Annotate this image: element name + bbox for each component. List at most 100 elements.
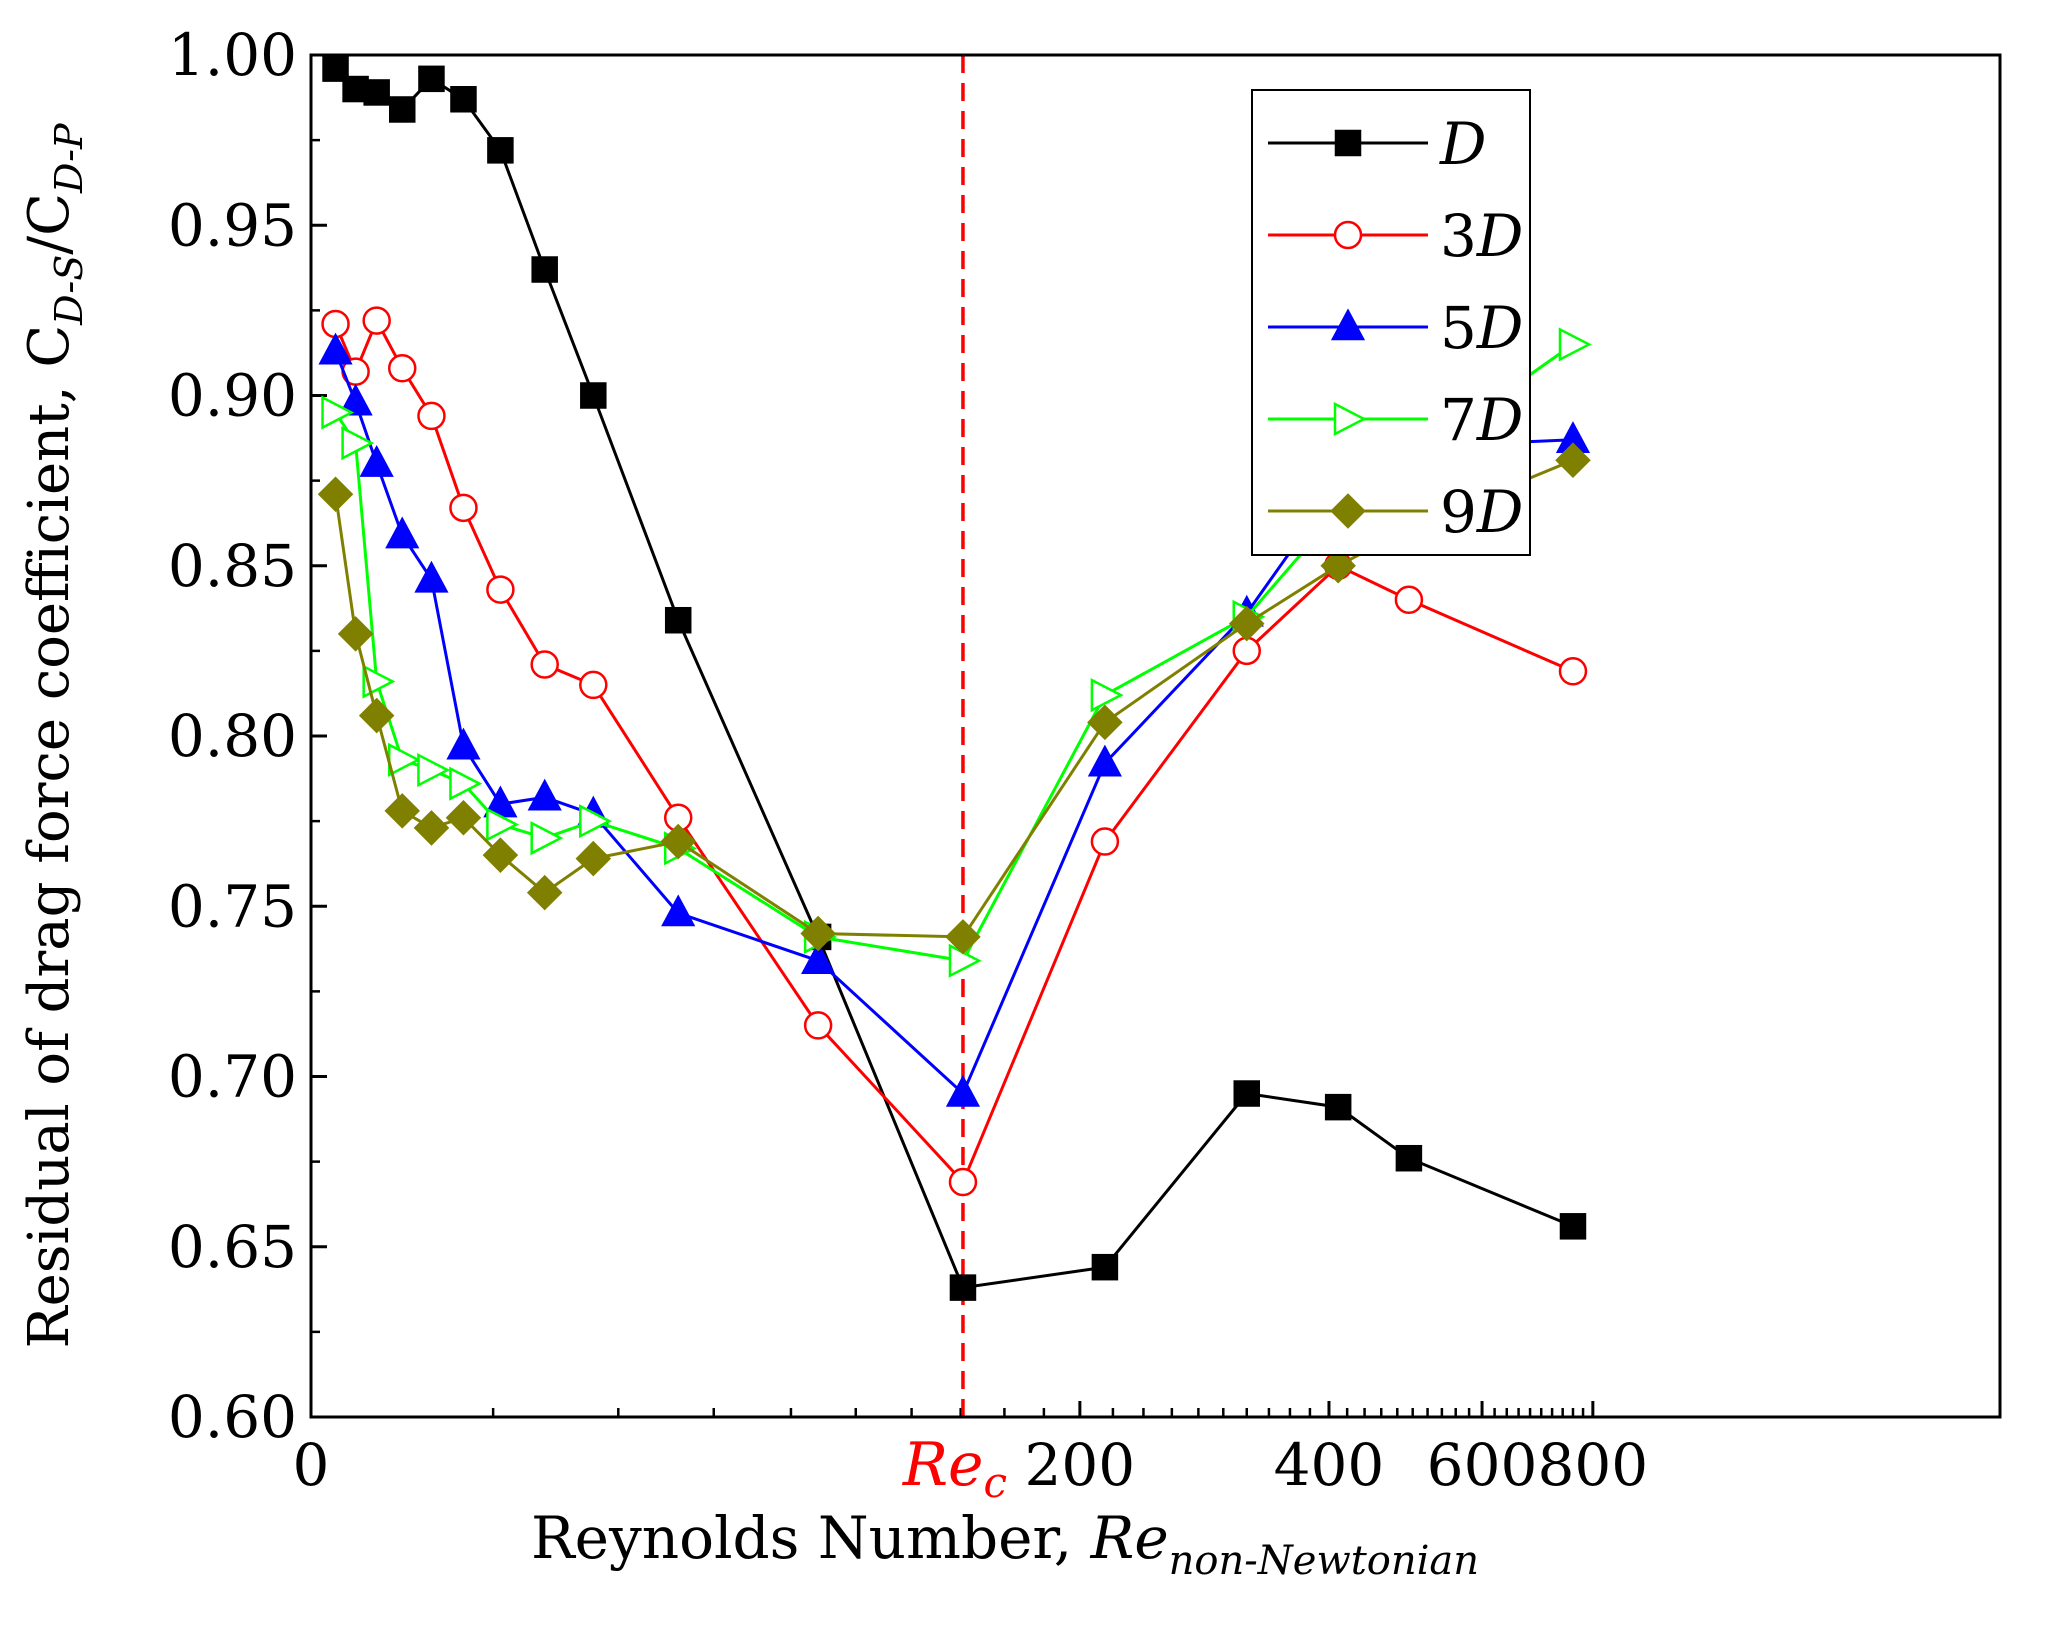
data-point-9D	[660, 823, 696, 860]
legend-label-num: 3	[1440, 202, 1477, 270]
data-point-D	[1324, 1093, 1352, 1121]
data-point-3D	[1090, 827, 1120, 856]
data-point-9D	[945, 919, 981, 955]
y-tick-label: 1.00	[168, 21, 297, 89]
data-point-D	[363, 79, 390, 106]
series-D	[322, 55, 1587, 1301]
data-point-5D	[1087, 744, 1122, 777]
legend-marker-3D	[1333, 220, 1363, 250]
data-point-9D	[575, 840, 612, 877]
data-point-9D	[1320, 547, 1356, 584]
legend-label-D: D	[1439, 110, 1487, 178]
data-point-3D	[803, 1011, 833, 1040]
legend-label-letter: D	[1476, 294, 1524, 362]
x-tick-label: 800	[1537, 1431, 1648, 1499]
data-point-9D	[482, 837, 519, 873]
legend-label-letter: D	[1476, 478, 1524, 546]
critical-label-main: Re	[902, 1430, 984, 1500]
data-point-7D	[948, 943, 982, 978]
legend-label-5D: 5D	[1440, 294, 1523, 362]
y-tick-label: 0.75	[168, 872, 297, 940]
series-9D	[317, 442, 1591, 955]
y-axis-title-sub2: D-P	[47, 122, 91, 194]
data-point-9D	[445, 799, 482, 836]
x-axis-title-main: Reynolds Number,	[531, 1504, 1091, 1572]
data-point-9D	[413, 810, 450, 846]
y-tick-label: 0.95	[168, 191, 297, 259]
legend-label-letter: D	[1439, 110, 1487, 178]
data-point-5D	[385, 516, 420, 549]
legend-label-3D: 3D	[1440, 202, 1523, 270]
legend-label-num: 5	[1440, 294, 1477, 362]
critical-label-sub: c	[984, 1458, 1008, 1507]
plot-area-frame	[309, 53, 2002, 1419]
y-axis-title-sub1: D-S	[47, 255, 91, 326]
data-point-5D	[414, 560, 449, 593]
y-tick-label: 0.90	[168, 362, 297, 430]
x-axis-title-italic: Re	[1090, 1504, 1169, 1572]
data-point-3D	[417, 401, 446, 431]
x-axis-tick-labels: 0 200 400 600 800	[293, 1431, 1649, 1499]
data-point-D	[1233, 1080, 1260, 1107]
x-axis-title: Reynolds Number, Renon-Newtonian	[531, 1504, 1479, 1584]
data-point-5D	[945, 1074, 981, 1107]
data-point-5D	[338, 383, 373, 416]
data-point-D	[1395, 1144, 1423, 1172]
data-point-3D	[530, 650, 559, 679]
data-point-5D	[446, 727, 481, 760]
data-point-7D	[579, 804, 613, 839]
legend-marker-D	[1334, 129, 1362, 157]
data-point-5D	[318, 332, 353, 365]
data-point-9D	[526, 874, 563, 911]
x-tick-label: 600	[1427, 1431, 1538, 1499]
legend-marker-9D	[1330, 493, 1366, 529]
data-point-9D	[317, 476, 354, 513]
data-point-7D	[1090, 678, 1124, 713]
data-point-9D	[384, 793, 421, 829]
legend-marker-5D	[1330, 308, 1366, 341]
y-axis-title-main: Residual of drag force coefficient, C	[17, 325, 82, 1349]
data-point-3D	[362, 306, 391, 335]
data-point-D	[1559, 1213, 1587, 1240]
data-point-7D	[530, 821, 564, 856]
data-point-9D	[1228, 605, 1265, 642]
data-point-D	[580, 382, 607, 409]
data-point-D	[487, 137, 514, 164]
data-point-D	[531, 256, 558, 283]
data-point-7D	[486, 807, 520, 842]
data-point-3D	[1232, 636, 1261, 666]
data-point-D	[388, 96, 416, 123]
data-point-9D	[337, 616, 374, 652]
data-point-3D	[486, 575, 515, 604]
data-point-D	[664, 606, 692, 634]
y-tick-label: 0.70	[168, 1043, 297, 1111]
x-axis-title-sub: non-Newtonian	[1169, 1538, 1479, 1584]
data-point-3D	[579, 670, 608, 700]
x-tick-label: 400	[1274, 1431, 1385, 1499]
data-point-3D	[1558, 657, 1588, 686]
series-3D	[321, 306, 1588, 1197]
x-tick-label: 200	[1025, 1431, 1136, 1499]
legend-label-7D: 7D	[1440, 386, 1523, 454]
y-axis-title: Residual of drag force coefficient, CD-S…	[17, 122, 91, 1349]
legend-box	[1251, 89, 1531, 556]
data-point-7D	[341, 426, 375, 461]
data-point-7D	[321, 395, 355, 430]
data-point-D	[450, 86, 477, 113]
legend-label-num: 7	[1440, 386, 1477, 454]
data-point-D	[418, 65, 445, 93]
data-point-5D	[359, 444, 394, 477]
y-tick-label: 0.60	[168, 1383, 297, 1451]
y-tick-label: 0.65	[168, 1213, 297, 1281]
y-tick-label: 0.80	[168, 702, 297, 770]
legend-label-num: 9	[1440, 478, 1477, 546]
x-tick-label: 0	[293, 1431, 330, 1499]
data-point-5D	[801, 942, 836, 974]
data-point-D	[949, 1274, 977, 1301]
y-tick-label: 0.85	[168, 532, 297, 600]
data-point-9D	[1087, 704, 1123, 741]
data-point-5D	[661, 894, 696, 927]
data-point-9D	[1555, 442, 1591, 478]
